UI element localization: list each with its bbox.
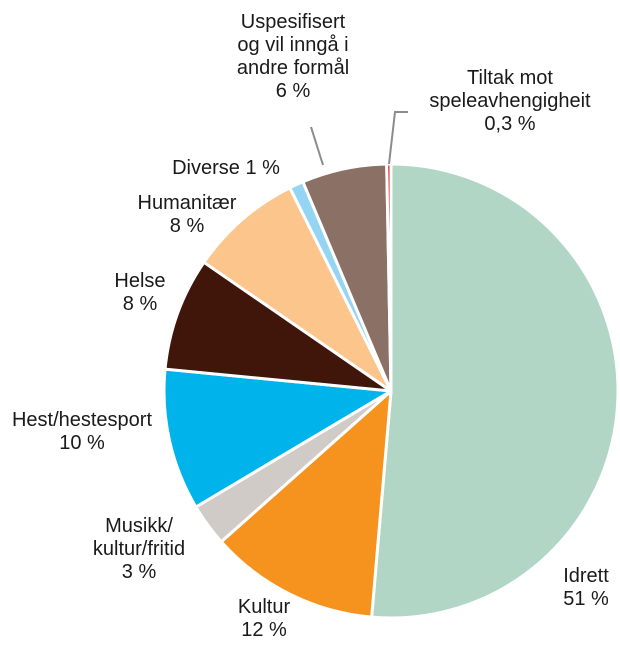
slice-label-line: Humanitær <box>138 192 237 214</box>
slice-label: Musikk/kultur/fritid 3 % <box>93 515 185 583</box>
slice-labels: Idrett 51 % Kultur 12 % Musikk/kultur/fritid… <box>12 11 609 641</box>
slice-label: Uspesifisert og vil inngå i andre formål 6 … <box>237 11 349 102</box>
slice-label: Helse 8 % <box>114 270 165 315</box>
slice-label-line: 6 % <box>276 80 311 102</box>
slice-label-line: Diverse 1 % <box>172 157 280 179</box>
slice-label-line: Idrett <box>563 565 609 587</box>
slice-label-line: 0,3 % <box>484 113 535 135</box>
slice-label: Tiltak mot speleavhengigheit 0,3 % <box>429 67 591 135</box>
slice-label-line: 8 % <box>170 215 205 237</box>
slice-label-line: 3 % <box>122 561 157 583</box>
slice-label: Diverse 1 % <box>172 157 280 179</box>
pie-slices <box>162 162 620 620</box>
slice-label: Idrett 51 % <box>563 565 609 610</box>
slice-label-line: og vil inngå i <box>237 34 348 56</box>
slice-label-line: Hest/hestesport <box>12 409 153 431</box>
slice-label: Hest/hestesport 10 % <box>12 409 153 454</box>
slice-label-line: 8 % <box>123 293 158 315</box>
leader-line <box>388 111 408 165</box>
slice-label-line: Tiltak mot <box>467 67 553 89</box>
slice-label-line: Kultur <box>238 596 291 618</box>
leader-line <box>310 126 324 166</box>
slice-label-line: kultur/fritid <box>93 538 185 560</box>
slice-label-line: Helse <box>114 270 165 292</box>
leader-lines <box>310 111 408 166</box>
slice-label: Humanitær 8 % <box>138 192 237 237</box>
pie-slice-tiltak-mot-speleavhengigheit <box>385 162 393 393</box>
pie-slice-kultur <box>219 389 393 619</box>
pie-slice-humanitær <box>202 186 393 393</box>
slice-label-line: speleavhengigheit <box>429 90 591 112</box>
pie-slice-helse <box>163 260 393 393</box>
slice-label-line: 51 % <box>563 588 609 610</box>
slice-label-line: andre formål <box>237 57 349 79</box>
pie-slice-idrett <box>370 162 620 620</box>
slice-label-line: 12 % <box>241 619 287 641</box>
pie-slice-hest-hestesport <box>162 367 393 509</box>
slice-label-line: Musikk/ <box>105 515 173 537</box>
slice-label-line: 10 % <box>59 432 105 454</box>
slice-label-line: Uspesifisert <box>241 11 346 33</box>
slice-label: Kultur 12 % <box>238 596 291 641</box>
